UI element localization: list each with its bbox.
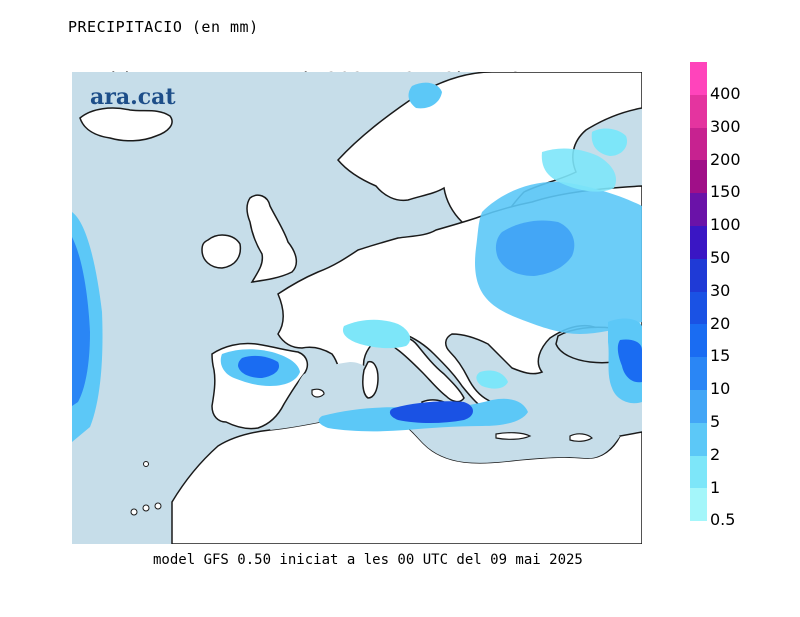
legend-label: 10 — [710, 379, 731, 399]
sea-mediterranean — [270, 362, 620, 463]
precipitation-map — [72, 72, 642, 544]
legend-swatch — [690, 357, 707, 390]
precip-eastern-europe-core — [495, 220, 575, 276]
legend-swatch — [690, 62, 707, 95]
legend-label: 5 — [710, 412, 721, 431]
precip-finland — [591, 128, 628, 156]
legend-label: 20 — [710, 313, 731, 333]
precipitation-legend — [690, 62, 707, 522]
legend-label: 2 — [710, 444, 721, 464]
land-balearic — [311, 388, 325, 398]
legend-swatch — [690, 127, 707, 161]
legend-swatch — [690, 226, 707, 259]
precip-norway-coast — [408, 82, 442, 109]
legend-label: 150 — [710, 182, 741, 202]
legend-swatch — [690, 291, 707, 325]
legend-swatch — [690, 258, 707, 292]
precip-aegean — [476, 370, 508, 389]
legend-swatch — [690, 324, 707, 358]
land-canary-2 — [142, 504, 150, 512]
land-canary-3 — [154, 502, 162, 510]
legend-swatch — [690, 455, 707, 489]
legend-label: 50 — [710, 248, 731, 267]
legend-swatch — [690, 488, 707, 522]
land-corsica-sardinia — [362, 360, 379, 399]
land-cyprus — [569, 433, 593, 442]
legend-label: 0.5 — [710, 510, 736, 530]
land-great-britain — [246, 194, 298, 283]
precip-russia-north — [541, 148, 617, 192]
precip-iberia-core — [238, 355, 280, 378]
legend-label: 30 — [710, 280, 731, 300]
model-info-caption: model GFS 0.50 iniciat a les 00 UTC del … — [153, 552, 583, 568]
legend-swatch — [690, 422, 707, 456]
legend-label: 200 — [710, 149, 741, 169]
map-variable-title: PRECIPITACIO (en mm) — [68, 18, 259, 36]
legend-label: 100 — [710, 215, 741, 235]
legend-label: 400 — [710, 84, 741, 103]
legend-label: 15 — [710, 346, 731, 366]
legend-label: 300 — [710, 116, 741, 136]
precip-alps — [342, 319, 411, 349]
legend-swatch — [690, 390, 707, 423]
land-madeira — [143, 461, 149, 467]
legend-label: 1 — [710, 477, 721, 497]
land-ireland — [201, 234, 242, 269]
land-iceland — [79, 107, 173, 142]
land-canary-1 — [130, 508, 138, 516]
ara-cat-logo[interactable]: ara.cat — [90, 84, 176, 110]
legend-swatch — [690, 193, 707, 226]
precip-atlantic-core — [72, 237, 90, 406]
precip-med-core — [389, 401, 473, 423]
precip-turkey-core — [617, 339, 642, 383]
legend-swatch — [690, 160, 707, 194]
legend-swatch — [690, 94, 707, 128]
land-crete — [495, 432, 532, 440]
